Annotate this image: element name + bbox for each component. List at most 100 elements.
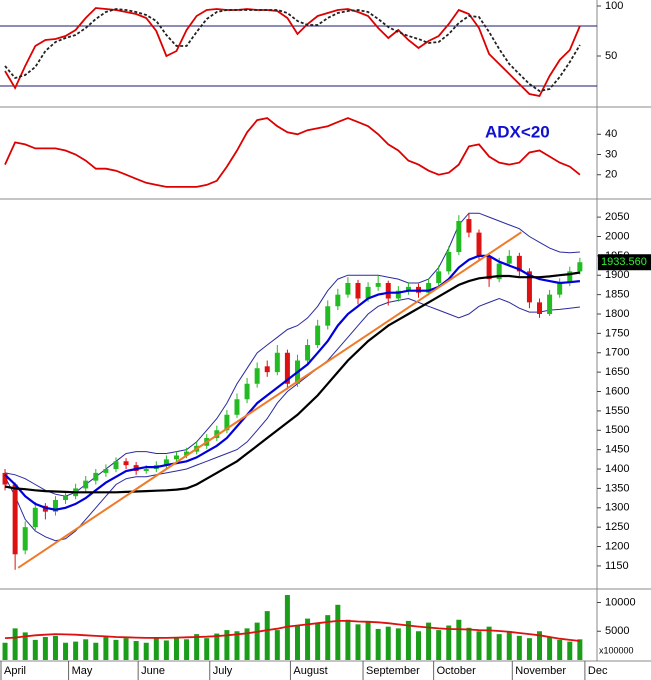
- x-tick-label: November: [515, 665, 566, 677]
- candle-body: [456, 220, 462, 252]
- y-tick-label: 20: [605, 169, 617, 181]
- volume-bar: [52, 635, 58, 660]
- volume-bar: [143, 642, 149, 660]
- candle-body: [143, 469, 149, 471]
- candle-body: [32, 507, 38, 528]
- volume-bar: [123, 638, 129, 660]
- volume-bar: [32, 639, 38, 660]
- volume-bar: [577, 639, 583, 660]
- volume-bar: [385, 626, 391, 660]
- candle-body: [234, 399, 240, 415]
- candle-body: [284, 352, 290, 384]
- y-tick-label: 1600: [605, 385, 629, 397]
- volume-bar: [325, 615, 331, 660]
- x-tick-label: May: [72, 665, 93, 677]
- volume-bar: [547, 637, 553, 660]
- y-tick-label: 1350: [605, 482, 629, 494]
- volume-bar: [264, 611, 270, 660]
- candle-body: [375, 282, 381, 287]
- moving-average: [4, 254, 581, 511]
- candle-body: [224, 414, 230, 431]
- unit-label: x100000: [599, 645, 634, 655]
- indicator-line: [4, 7, 581, 98]
- y-tick-label: 1150: [605, 560, 629, 572]
- volume-bar: [244, 628, 250, 660]
- volume-bar: [274, 630, 280, 660]
- last-price-box: [598, 254, 651, 271]
- volume-bar: [426, 622, 432, 660]
- volume-bar: [557, 639, 563, 660]
- y-tick-label: 1450: [605, 444, 629, 456]
- candle-body: [22, 527, 28, 551]
- candle-body: [123, 461, 129, 466]
- volume-bar: [133, 641, 139, 660]
- volume-average: [4, 620, 580, 642]
- candle-body: [12, 484, 18, 555]
- volume-bar: [526, 638, 532, 660]
- x-tick-label: Dec: [588, 665, 608, 677]
- y-tick-label: 1250: [605, 521, 629, 533]
- panel: [2, 595, 583, 660]
- x-tick-label: August: [293, 665, 327, 677]
- volume-bar: [355, 624, 361, 660]
- indicator-line: [4, 8, 581, 92]
- volume-bar: [466, 627, 472, 660]
- volume-bar: [2, 642, 8, 660]
- candle-body: [335, 294, 341, 307]
- indicator-line: [4, 117, 581, 188]
- x-tick-label: October: [437, 665, 476, 677]
- volume-bar: [194, 634, 200, 660]
- volume-bar: [345, 619, 351, 660]
- candle-body: [436, 271, 442, 283]
- volume-bar: [214, 633, 220, 660]
- candle-body: [466, 219, 472, 233]
- candle-body: [163, 459, 169, 466]
- y-tick-label: 1200: [605, 540, 629, 552]
- candle-body: [365, 286, 371, 299]
- panel: [0, 7, 597, 98]
- candle-body: [103, 469, 109, 473]
- moving-average: [4, 271, 581, 494]
- candle-body: [93, 472, 99, 481]
- y-tick-label: 1900: [605, 269, 629, 281]
- volume-bar: [537, 631, 543, 660]
- y-tick-label: 1850: [605, 289, 629, 301]
- volume-bar: [456, 619, 462, 660]
- y-tick-label: 1650: [605, 366, 629, 378]
- candle-body: [2, 472, 8, 485]
- bollinger-band: [4, 297, 580, 542]
- volume-bar: [416, 631, 422, 660]
- y-tick-label: 1700: [605, 347, 629, 359]
- y-tick-label: 30: [605, 148, 617, 160]
- volume-bar: [103, 635, 109, 660]
- volume-bar: [63, 642, 69, 660]
- volume-bar: [254, 622, 260, 660]
- volume-bar: [395, 628, 401, 660]
- x-tick-label: July: [213, 665, 233, 677]
- volume-bar: [153, 638, 159, 660]
- candle-body: [305, 345, 311, 361]
- candle-body: [506, 255, 512, 264]
- y-tick-label: 10000: [605, 596, 636, 608]
- volume-bar: [496, 634, 502, 660]
- panel: [4, 117, 581, 188]
- y-tick-label: 1750: [605, 327, 629, 339]
- candle-body: [274, 352, 280, 373]
- volume-bar: [12, 628, 18, 660]
- candle-body: [395, 290, 401, 299]
- y-tick-label: 1500: [605, 424, 629, 436]
- x-tick-label: June: [141, 665, 165, 677]
- candle-body: [52, 500, 58, 512]
- volume-bar: [365, 620, 371, 660]
- candle-body: [315, 325, 321, 346]
- y-tick-label: 2050: [605, 211, 629, 223]
- volume-bar: [567, 641, 573, 660]
- trendline: [17, 231, 522, 569]
- candle-body: [557, 282, 563, 295]
- candle-body: [63, 496, 69, 501]
- candle-body: [537, 302, 543, 315]
- y-tick-label: 1300: [605, 502, 629, 514]
- y-tick-label: 40: [605, 128, 617, 140]
